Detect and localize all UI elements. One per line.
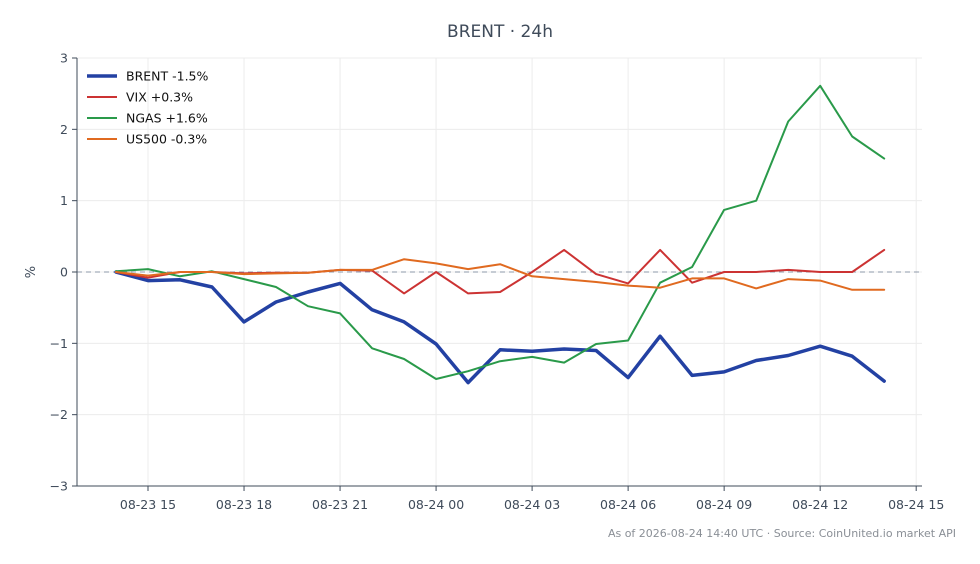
series-line-us500 <box>115 258 886 291</box>
x-tick-label: 08-24 00 <box>408 497 464 512</box>
y-axis-label: % <box>24 266 39 278</box>
x-tick-label: 08-23 18 <box>216 497 272 512</box>
chart-title: BRENT · 24h <box>447 22 553 42</box>
y-tick-label: 2 <box>60 122 68 137</box>
series-lines <box>114 84 886 385</box>
series-line-brent <box>114 270 886 385</box>
legend-label-brent: BRENT -1.5% <box>126 69 209 84</box>
x-tick-label: 08-24 15 <box>888 497 944 512</box>
y-tick-label: 0 <box>60 265 68 280</box>
y-axis-ticks: −3 −2 −1 0 1 2 3 <box>50 51 77 494</box>
x-axis-ticks: 08-23 15 08-23 18 08-23 21 08-24 00 08-24 03… <box>120 486 944 512</box>
legend-label-ngas: NGAS +1.6% <box>126 111 208 126</box>
y-tick-label: −1 <box>50 336 68 351</box>
x-tick-label: 08-23 15 <box>120 497 176 512</box>
x-tick-label: 08-24 12 <box>792 497 848 512</box>
y-tick-label: 1 <box>60 193 68 208</box>
legend-label-vix: VIX +0.3% <box>126 90 193 105</box>
x-tick-label: 08-24 03 <box>504 497 560 512</box>
x-tick-label: 08-24 09 <box>696 497 752 512</box>
legend-label-us500: US500 -0.3% <box>126 132 207 147</box>
series-line-ngas <box>115 84 886 380</box>
legend: BRENT -1.5% VIX +0.3% NGAS +1.6% US500 -0.3… <box>87 69 209 147</box>
footer-source-note: As of 2026-08-24 14:40 UTC · Source: Coi… <box>608 527 956 540</box>
y-tick-label: −2 <box>50 407 68 422</box>
x-tick-label: 08-23 21 <box>312 497 368 512</box>
y-tick-label: −3 <box>50 479 68 494</box>
y-tick-label: 3 <box>60 51 68 66</box>
x-tick-label: 08-24 06 <box>600 497 656 512</box>
